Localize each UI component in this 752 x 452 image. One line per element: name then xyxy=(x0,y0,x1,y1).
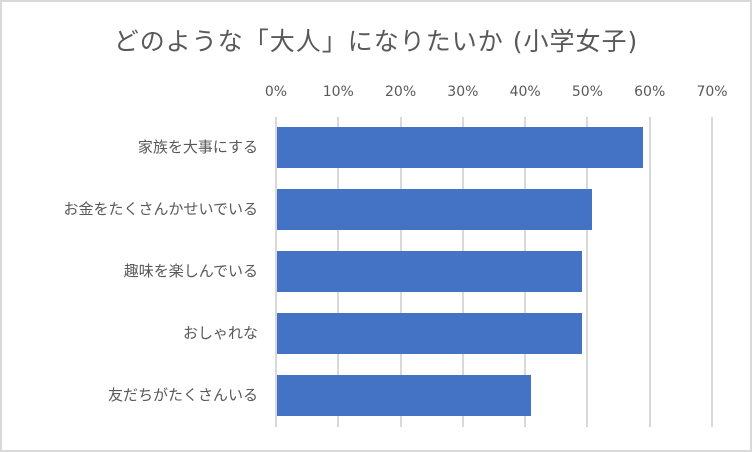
x-tick-label: 50% xyxy=(571,84,603,100)
bar xyxy=(277,189,593,230)
category-label: 家族を大事にする xyxy=(137,138,258,156)
gridline xyxy=(648,117,651,427)
category-label: お金をたくさんかせいでいる xyxy=(63,200,258,218)
bar xyxy=(277,375,531,416)
chart-title: どのような「大人」になりたいか (小学女子) xyxy=(113,27,639,56)
axis-line xyxy=(275,117,277,427)
x-tick-label: 20% xyxy=(385,84,417,100)
x-tick-label: 40% xyxy=(509,84,541,100)
x-tick-label: 70% xyxy=(696,84,728,100)
category-label: おしゃれな xyxy=(182,324,258,342)
bar xyxy=(277,251,582,292)
x-tick-label: 30% xyxy=(447,84,479,100)
category-label: 趣味を楽しんでいる xyxy=(123,262,258,280)
x-tick-label: 0% xyxy=(264,84,288,100)
gridline xyxy=(711,117,713,427)
x-tick-label: 10% xyxy=(322,84,354,100)
category-label: 友だちがたくさんいる xyxy=(107,386,258,404)
bar xyxy=(277,313,582,354)
bar xyxy=(277,127,643,168)
gridline xyxy=(586,117,589,427)
x-tick-label: 60% xyxy=(634,84,666,100)
